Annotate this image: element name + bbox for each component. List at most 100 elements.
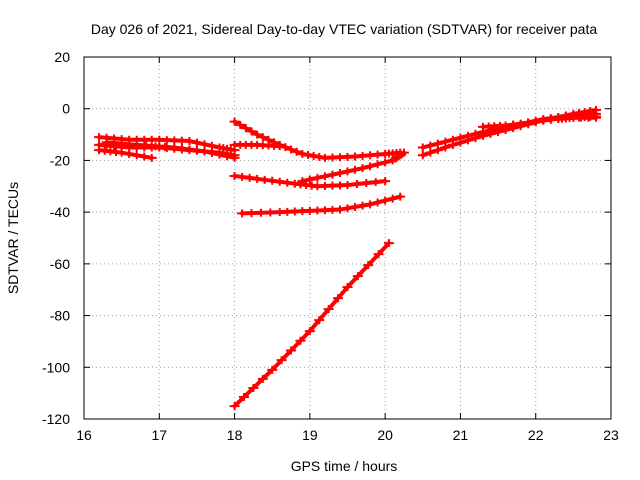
data-point <box>350 165 361 174</box>
grid <box>84 57 611 419</box>
series-line <box>232 119 403 160</box>
series-arc-h <box>297 148 409 186</box>
data-point <box>380 196 391 205</box>
data-point <box>141 141 152 150</box>
data-point <box>276 356 287 365</box>
data-point <box>312 173 323 182</box>
series-line <box>232 241 391 409</box>
data-point <box>124 149 135 158</box>
data-point <box>387 194 398 203</box>
data-point <box>383 239 394 248</box>
x-tick-label: 20 <box>377 427 393 443</box>
plot-frame <box>83 56 612 420</box>
data-point <box>373 250 384 259</box>
data-point <box>357 201 368 210</box>
data-point <box>370 178 381 187</box>
y-tick-label: -100 <box>42 359 70 375</box>
series-arc-j <box>229 239 394 411</box>
data-point <box>286 346 297 355</box>
data-point <box>131 140 142 149</box>
data-point <box>380 177 391 186</box>
data-point <box>314 316 325 325</box>
data-point <box>447 135 458 144</box>
data-point <box>304 327 315 336</box>
data-point <box>257 133 268 142</box>
y-tick-label: -60 <box>50 256 70 272</box>
data-point <box>131 151 142 160</box>
data-point <box>334 169 345 178</box>
data-point <box>269 138 280 147</box>
data-point <box>257 374 268 383</box>
data-point <box>342 204 353 213</box>
data-point <box>352 272 363 281</box>
data-point <box>240 124 251 133</box>
y-axis-label: SDTVAR / TECUs <box>5 182 21 294</box>
data-point <box>265 208 276 217</box>
data-point <box>255 208 266 217</box>
data-point <box>590 112 601 121</box>
data-point <box>365 200 376 209</box>
data-point <box>252 130 263 139</box>
data-point <box>159 142 170 151</box>
data-point <box>237 209 248 218</box>
data-point <box>372 160 383 169</box>
x-tick-label: 23 <box>603 427 619 443</box>
x-axis-label: GPS time / hours <box>291 458 398 474</box>
x-tick-label: 21 <box>453 427 469 443</box>
x-tick-label: 19 <box>302 427 318 443</box>
data-point <box>342 180 353 189</box>
chart-title: Day 026 of 2021, Sidereal Day-to-day VTE… <box>91 21 598 37</box>
data-point <box>342 283 353 292</box>
data-point <box>150 142 161 151</box>
data-point <box>333 294 344 303</box>
data-point <box>235 120 246 129</box>
data-point <box>417 143 428 152</box>
data-point <box>280 143 291 152</box>
data-point <box>395 192 406 201</box>
data-point <box>222 152 233 161</box>
data-point <box>365 162 376 171</box>
y-tick-label: -20 <box>50 152 70 168</box>
data-point <box>363 261 374 270</box>
data-point <box>372 198 383 207</box>
data-point <box>350 202 361 211</box>
x-tick-label: 18 <box>227 427 243 443</box>
data-point <box>291 147 302 156</box>
data-point <box>246 209 257 218</box>
data-point <box>229 153 240 162</box>
y-tick-label: -40 <box>50 204 70 220</box>
data-point <box>351 180 362 189</box>
data-point <box>323 305 334 314</box>
series-arc-f <box>229 117 406 162</box>
data-point <box>184 137 195 146</box>
data-point <box>295 336 306 345</box>
x-tick-label: 17 <box>151 427 167 443</box>
data-point <box>440 137 451 146</box>
data-point <box>357 164 368 173</box>
axis-ticks: 16 17 18 19 20 21 22 23 20 0 -20 -40 -60 -80 -100 -120 <box>42 49 619 443</box>
data-point <box>304 175 315 184</box>
data-point <box>425 148 436 157</box>
series-arc-c <box>94 146 157 162</box>
data-point <box>206 148 217 157</box>
data-point <box>199 140 210 149</box>
data-point <box>267 365 278 374</box>
data-point <box>229 402 240 411</box>
series-arc-n <box>553 112 601 124</box>
data-point <box>334 205 345 214</box>
data-point <box>238 393 249 402</box>
data-point <box>327 170 338 179</box>
data-point <box>116 148 127 157</box>
data-point <box>398 148 409 157</box>
data-point <box>342 167 353 176</box>
data-point <box>199 147 210 156</box>
x-tick-label: 16 <box>76 427 92 443</box>
series-arc-i <box>237 192 406 218</box>
data-point <box>246 127 257 136</box>
data-point <box>274 140 285 149</box>
data-point <box>139 152 150 161</box>
data-point <box>432 139 443 148</box>
data-point <box>380 158 391 167</box>
data-point <box>361 179 372 188</box>
data-point <box>191 138 202 147</box>
